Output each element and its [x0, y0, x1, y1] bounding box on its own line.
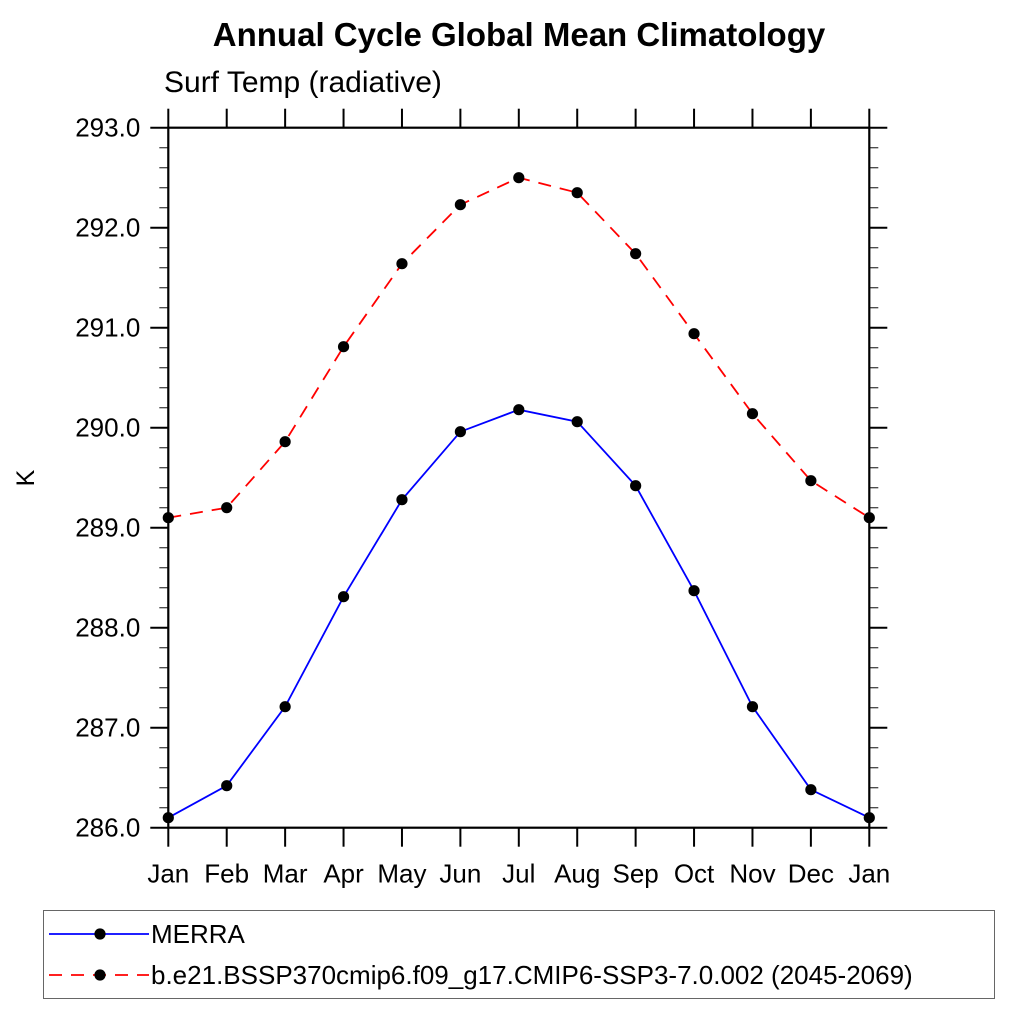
y-tick-label: 290.0	[75, 413, 140, 443]
data-point-merra-1	[221, 780, 233, 792]
x-tick-label: Nov	[729, 859, 775, 889]
data-point-merra-2	[279, 701, 291, 713]
data-point-merra-8	[630, 480, 642, 492]
y-tick-label: 288.0	[75, 613, 140, 643]
x-tick-label: Mar	[263, 859, 308, 889]
legend-item-merra: MERRA	[44, 914, 994, 955]
chart-title: Annual Cycle Global Mean Climatology	[212, 16, 826, 53]
series-line-ssp370	[168, 176, 870, 519]
legend-item-ssp370: b.e21.BSSP370cmip6.f09_g17.CMIP6-SSP3-7.…	[44, 955, 994, 996]
data-point-ssp370-0	[162, 512, 174, 524]
data-point-merra-9	[688, 585, 700, 597]
legend-label-ssp370: b.e21.BSSP370cmip6.f09_g17.CMIP6-SSP3-7.…	[151, 960, 913, 990]
data-point-merra-0	[162, 812, 174, 824]
y-tick-label: 293.0	[75, 113, 140, 143]
x-tick-label: Jul	[502, 859, 535, 889]
data-point-ssp370-11	[805, 475, 817, 487]
legend: MERRA b.e21.BSSP370cmip6.f09_g17.CMIP6-S…	[43, 910, 995, 999]
data-point-ssp370-4	[396, 258, 408, 270]
y-tick-label: 287.0	[75, 713, 140, 743]
x-tick-label: Dec	[788, 859, 834, 889]
chart-subtitle: Surf Temp (radiative)	[164, 66, 442, 99]
data-point-ssp370-10	[746, 408, 759, 420]
y-tick-label: 289.0	[75, 513, 140, 543]
data-point-merra-10	[746, 701, 759, 713]
legend-marker-dot	[94, 969, 106, 981]
legend-swatch-blue-solid-dot	[49, 928, 149, 940]
x-tick-label: Oct	[674, 859, 715, 889]
x-tick-label: Jun	[439, 859, 481, 889]
x-tick-label: Jan	[147, 859, 189, 889]
x-tick-label: May	[377, 859, 426, 889]
data-point-ssp370-1	[221, 502, 233, 514]
y-tick-label: 291.0	[75, 313, 140, 343]
data-point-ssp370-3	[337, 341, 350, 353]
data-point-merra-11	[805, 784, 817, 796]
data-point-merra-7	[571, 416, 583, 428]
data-point-merra-5	[454, 426, 466, 438]
y-tick-label: 286.0	[75, 813, 140, 843]
x-tick-label: Apr	[323, 859, 364, 889]
legend-label-merra: MERRA	[151, 919, 245, 949]
data-point-ssp370-5	[454, 199, 466, 211]
x-tick-label: Jan	[848, 859, 890, 889]
plot-frame	[167, 126, 871, 829]
data-point-ssp370-7	[571, 187, 583, 199]
x-tick-label: Feb	[204, 859, 249, 889]
data-point-ssp370-8	[630, 248, 642, 260]
data-point-merra-6	[513, 404, 525, 416]
legend-swatch-red-dashed-dot	[49, 969, 149, 981]
data-point-ssp370-9	[688, 328, 700, 340]
data-point-ssp370-12	[863, 512, 875, 524]
x-tick-label: Sep	[613, 859, 659, 889]
data-point-merra-12	[863, 812, 875, 824]
data-point-ssp370-6	[513, 172, 525, 184]
data-point-merra-4	[396, 494, 408, 506]
series-line-merra	[167, 408, 870, 819]
legend-marker-dot	[94, 928, 106, 940]
data-point-ssp370-2	[279, 436, 291, 448]
y-tick-label: 292.0	[75, 213, 140, 243]
x-tick-label: Aug	[554, 859, 600, 889]
data-point-merra-3	[337, 591, 350, 603]
